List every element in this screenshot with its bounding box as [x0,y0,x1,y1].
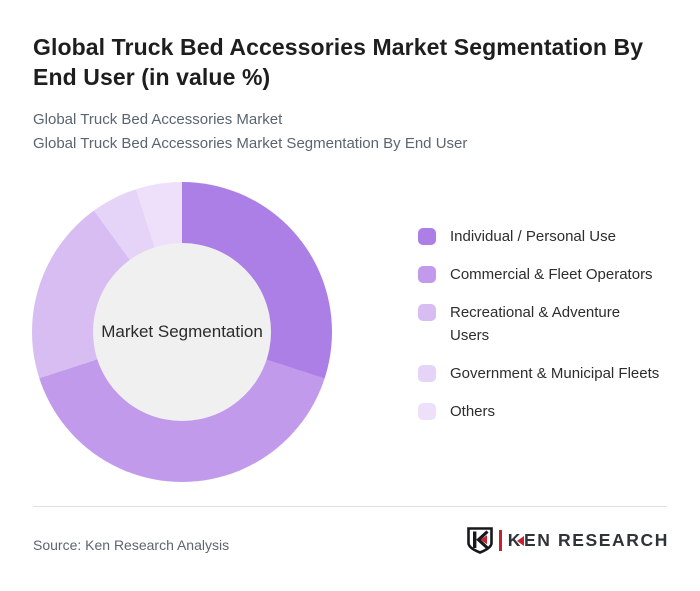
page-title-line-1: Global Truck Bed Accessories Market Segm… [33,34,644,60]
legend-item: Recreational & Adventure Users [418,301,662,347]
legend-label: Others [450,403,496,420]
legend-label: Government & Municipal Fleets [450,365,660,382]
legend-swatch-icon [418,266,436,283]
page-subtitle: Global Truck Bed Accessories Market Glob… [33,108,467,156]
logo-wordmark-rest: EN RESEARCH [524,530,669,550]
legend-swatch-icon [418,304,436,321]
legend-swatch-icon [418,228,436,245]
chart-legend: Individual / Personal Use Commercial & F… [418,225,662,423]
page-title: Global Truck Bed Accessories Market Segm… [33,32,683,92]
legend-label: Individual / Personal Use [450,228,616,245]
ken-research-logo: K EN RESEARCH [466,527,669,554]
donut-chart: Market Segmentation [32,182,332,482]
footer-divider [33,506,667,507]
legend-swatch-icon [418,365,436,382]
legend-item: Government & Municipal Fleets [418,362,662,385]
legend-item: Individual / Personal Use [418,225,662,248]
legend-item: Commercial & Fleet Operators [418,263,662,286]
donut-center-label: Market Segmentation [101,322,263,341]
page-title-line-2: End User (in value %) [33,64,271,90]
subtitle-line-1: Global Truck Bed Accessories Market [33,111,283,128]
donut-hole: Market Segmentation [93,243,271,421]
source-text: Source: Ken Research Analysis [33,537,230,553]
legend-swatch-icon [418,403,436,420]
ken-research-shield-icon [466,527,493,554]
legend-item: Others [418,400,662,423]
subtitle-line-2: Global Truck Bed Accessories Market Segm… [33,135,468,152]
logo-wordmark: K EN RESEARCH [508,530,669,551]
logo-divider-bar [498,530,502,551]
logo-k-triangle-icon [517,536,525,546]
legend-label: Recreational & Adventure Users [450,304,621,344]
legend-label: Commercial & Fleet Operators [450,266,653,283]
